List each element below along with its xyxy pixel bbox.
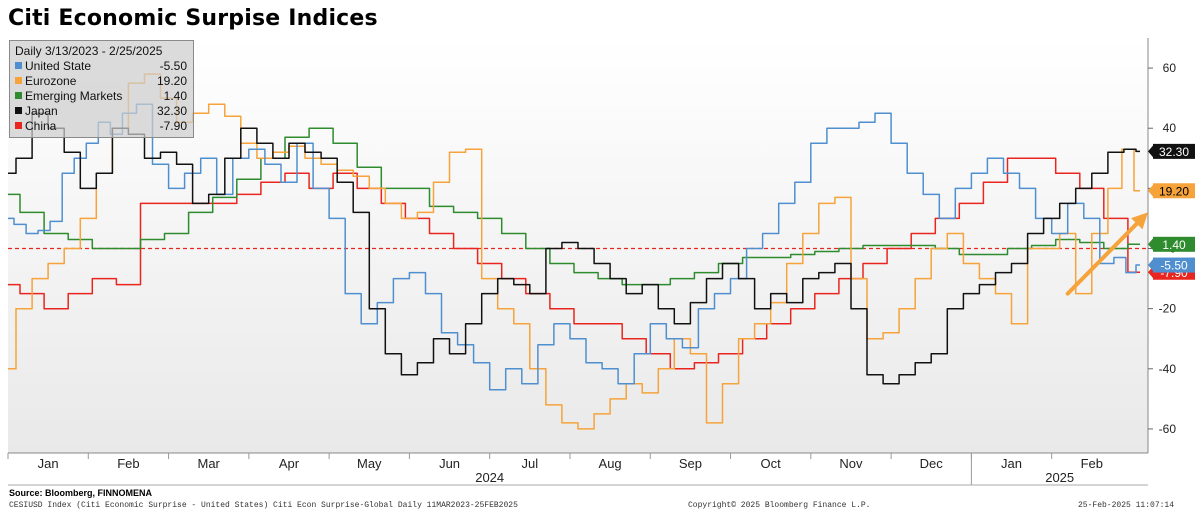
y-tick-label: -40: [1159, 362, 1177, 376]
legend-value: 32.30: [156, 104, 187, 118]
legend-label: China: [25, 119, 57, 133]
legend-item-eurozone: Eurozone 19.20: [15, 74, 187, 89]
x-tick-label: Jan: [38, 456, 59, 471]
y-tick-label: 60: [1163, 61, 1177, 75]
legend-item-emerging-markets: Emerging Markets 1.40: [15, 89, 187, 104]
x-tick-label: Jun: [439, 456, 460, 471]
legend-label: Japan: [25, 104, 58, 118]
timestamp-text: 25-Feb-2025 11:07:14: [1078, 501, 1175, 510]
source-note: Source: Bloomberg, FINNOMENA: [9, 488, 153, 498]
page-title: Citi Economic Surpise Indices: [8, 6, 378, 31]
series-line-japan: [8, 112, 1140, 385]
y-tick-label: -20: [1159, 302, 1177, 316]
year-label: 2025: [1045, 470, 1074, 485]
y-tick-label: 40: [1163, 121, 1177, 135]
legend-swatch: [15, 122, 22, 130]
legend-value: -5.50: [159, 59, 187, 73]
last-value-label: 32.30: [1148, 143, 1195, 159]
x-tick-label: Apr: [279, 456, 300, 471]
label-pointer: [1148, 258, 1154, 273]
last-value-label: -5.50: [1148, 257, 1195, 273]
last-value-label: 19.20: [1148, 183, 1195, 199]
index-description: CESIUSD Index (Citi Economic Surprise - …: [9, 501, 518, 510]
series-layer: [8, 73, 1140, 430]
x-tick-label: Jan: [1001, 456, 1022, 471]
series-line-eurozone: [8, 73, 1140, 430]
x-tick-label: Oct: [761, 456, 782, 471]
label-pointer: [1148, 237, 1154, 252]
series-line-emerging-markets: [8, 127, 1140, 286]
legend-value: -7.90: [159, 119, 187, 133]
legend-swatch: [15, 107, 22, 115]
legend: Daily 3/13/2023 - 2/25/2025 United State…: [9, 40, 194, 138]
x-tick-label: Aug: [599, 456, 622, 471]
legend-label: United State: [25, 59, 92, 73]
x-tick-label: Mar: [198, 456, 221, 471]
x-tick-label: Feb: [117, 456, 139, 471]
series-line-united-state: [8, 103, 1140, 391]
legend-item-china: China -7.90: [15, 119, 187, 134]
label-text: 1.40: [1162, 238, 1186, 252]
legend-value: 19.20: [156, 74, 187, 88]
label-text: 32.30: [1159, 145, 1189, 159]
label-pointer: [1148, 183, 1154, 198]
x-axis: Jan Feb Mar Apr May Jun Jul Aug Sep Oct Nov Dec Jan F…: [7, 452, 1148, 486]
legend-swatch: [15, 92, 22, 100]
x-tick-label: May: [357, 456, 382, 471]
label-box: [1153, 236, 1195, 252]
arrow-head: [1131, 212, 1148, 230]
copyright-text: Copyright© 2025 Bloomberg Finance L.P.: [688, 501, 871, 510]
label-box: [1153, 143, 1195, 159]
legend-swatch: [15, 62, 22, 70]
legend-swatch: [15, 77, 22, 85]
trend-arrow: [1065, 212, 1148, 296]
arrow-shaft: [1065, 220, 1140, 296]
last-value-label: 1.40: [1148, 236, 1195, 252]
y-tick-label: -60: [1159, 422, 1177, 436]
legend-item-japan: Japan 32.30: [15, 104, 187, 119]
label-box: [1153, 183, 1195, 199]
legend-label: Emerging Markets: [25, 89, 123, 103]
x-tick-label: Sep: [679, 456, 702, 471]
x-tick-label: Dec: [920, 456, 944, 471]
x-tick-label: Nov: [839, 456, 863, 471]
x-tick-label: Jul: [522, 456, 539, 471]
legend-value: 1.40: [163, 89, 187, 103]
legend-item-united-state: United State -5.50: [15, 59, 187, 74]
label-box: [1153, 257, 1195, 273]
legend-label: Eurozone: [25, 74, 77, 88]
legend-header: Daily 3/13/2023 - 2/25/2025: [15, 44, 163, 58]
label-pointer: [1148, 144, 1154, 159]
label-text: 19.20: [1159, 184, 1189, 198]
year-label: 2024: [475, 470, 504, 485]
x-tick-label: Feb: [1081, 456, 1103, 471]
label-text: -5.50: [1160, 259, 1188, 273]
